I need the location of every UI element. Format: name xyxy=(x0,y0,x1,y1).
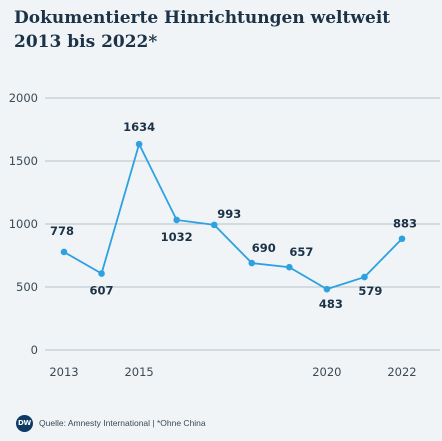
series-line xyxy=(63,141,403,291)
data-label-2018: 690 xyxy=(252,241,276,255)
series xyxy=(60,140,406,293)
data-labels: 778 607 1634 1032 993 690 657 483 579 883 xyxy=(50,120,417,311)
data-point-2021 xyxy=(361,273,368,281)
data-point-2016 xyxy=(173,216,180,224)
data-label-2015: 1634 xyxy=(123,120,155,134)
data-point-2014 xyxy=(98,270,105,277)
dw-logo: DW xyxy=(16,414,33,432)
data-label-2022: 883 xyxy=(393,217,417,231)
x-tick-label-2022: 2022 xyxy=(387,365,416,379)
source-note: Quelle: Amnesty International | *Ohne Ch… xyxy=(39,418,206,428)
y-tick-label-1500: 1500 xyxy=(9,154,38,168)
data-point-2018 xyxy=(248,259,256,267)
data-label-2020: 483 xyxy=(319,297,343,311)
data-point-2017 xyxy=(210,221,218,229)
data-label-2013: 778 xyxy=(50,224,74,238)
data-point-2015 xyxy=(135,140,143,148)
y-axis-ticks: 0 500 1000 1500 2000 xyxy=(9,91,38,357)
data-label-2019: 657 xyxy=(289,245,313,259)
footer: DW Quelle: Amnesty International | *Ohne… xyxy=(16,414,206,432)
line-chart: 0 500 1000 1500 2000 2013 2015 2020 2022 778 607… xyxy=(9,91,440,379)
y-tick-label-2000: 2000 xyxy=(9,91,38,105)
y-tick-label-500: 500 xyxy=(16,280,38,294)
chart-title: Dokumentierte Hinrichtungen weltweit 201… xyxy=(14,8,391,52)
data-label-2014: 607 xyxy=(90,284,114,298)
data-point-2020 xyxy=(323,285,331,293)
data-label-2016: 1032 xyxy=(161,230,193,244)
y-tick-label-1000: 1000 xyxy=(9,217,38,231)
data-point-2019 xyxy=(286,263,293,271)
x-axis-ticks: 2013 2015 2020 2022 xyxy=(49,365,416,379)
data-label-2017: 993 xyxy=(217,207,241,221)
grid-lines xyxy=(45,97,440,351)
x-tick-label-2013: 2013 xyxy=(49,365,78,379)
data-point-2013 xyxy=(60,248,68,256)
y-tick-label-0: 0 xyxy=(31,343,38,357)
data-point-2022 xyxy=(398,235,406,243)
x-tick-label-2020: 2020 xyxy=(312,365,341,379)
data-label-2021: 579 xyxy=(358,284,382,298)
x-tick-label-2015: 2015 xyxy=(124,365,153,379)
